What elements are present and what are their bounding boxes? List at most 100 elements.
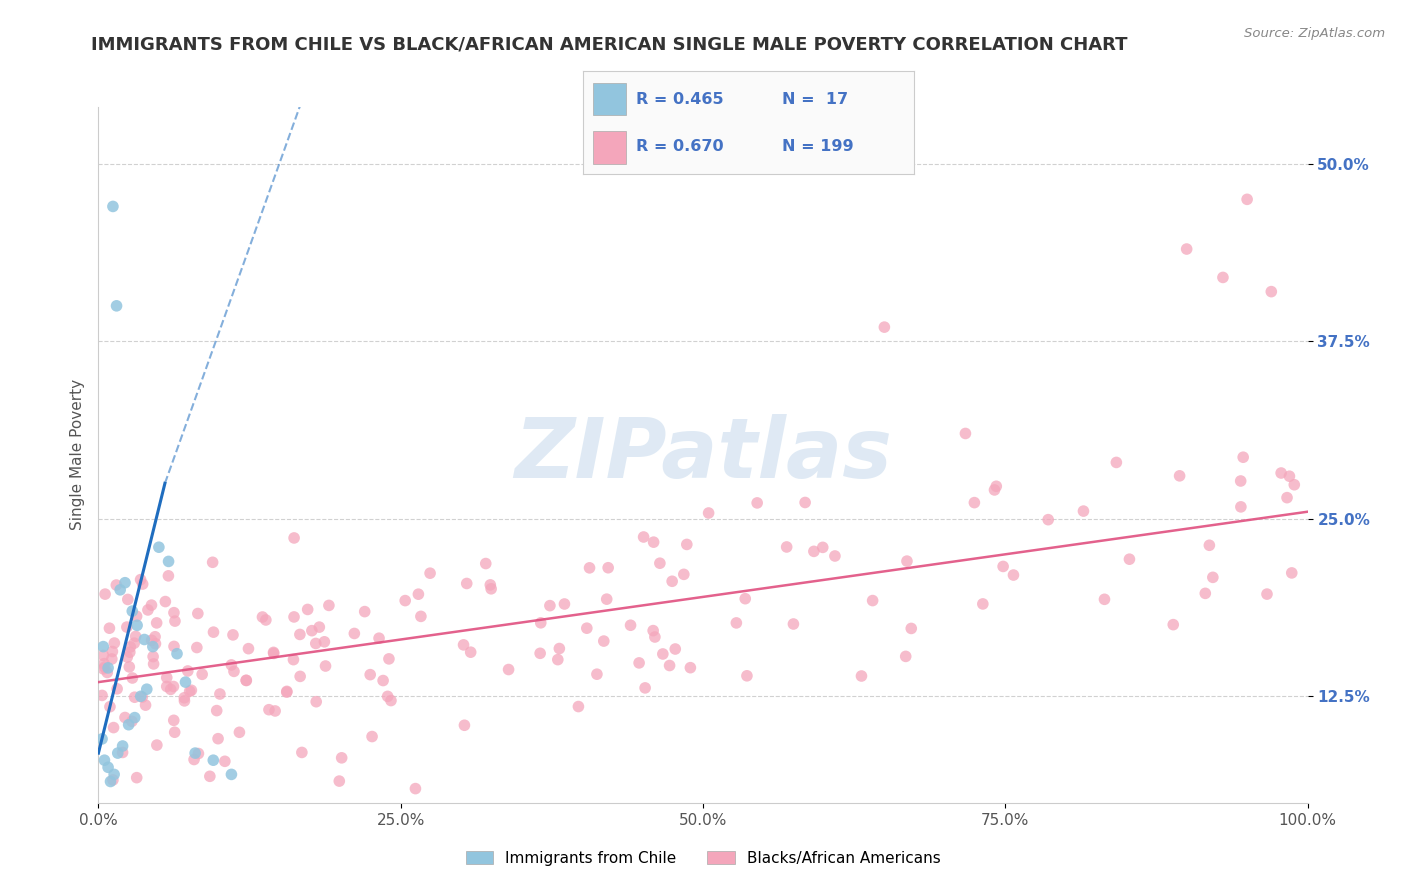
Point bbox=[159, 682, 181, 697]
Point bbox=[98, 699, 121, 714]
Point bbox=[276, 684, 298, 698]
Point bbox=[404, 781, 426, 796]
Point bbox=[1094, 592, 1116, 607]
Point bbox=[1002, 568, 1025, 582]
Point bbox=[118, 660, 141, 674]
Point bbox=[644, 630, 666, 644]
Point bbox=[129, 573, 152, 587]
Point bbox=[986, 479, 1008, 493]
Point bbox=[679, 661, 702, 675]
Point bbox=[361, 730, 384, 744]
Point bbox=[1105, 455, 1128, 469]
Point bbox=[598, 560, 620, 574]
Point bbox=[460, 645, 482, 659]
Point bbox=[725, 615, 748, 630]
Point bbox=[283, 610, 305, 624]
Point bbox=[408, 587, 430, 601]
Point bbox=[91, 662, 114, 676]
Point bbox=[222, 628, 245, 642]
Point bbox=[91, 731, 114, 746]
Point bbox=[145, 615, 167, 630]
Point bbox=[121, 604, 143, 618]
Point bbox=[578, 561, 600, 575]
Point bbox=[308, 620, 330, 634]
Point bbox=[264, 704, 287, 718]
Point bbox=[163, 714, 186, 728]
Point bbox=[94, 587, 117, 601]
Point bbox=[228, 725, 250, 739]
Point bbox=[359, 667, 381, 681]
Point bbox=[648, 556, 671, 570]
Point bbox=[98, 621, 121, 635]
Point bbox=[873, 320, 896, 334]
Point bbox=[174, 675, 197, 690]
Point bbox=[368, 631, 391, 645]
Point bbox=[121, 671, 143, 685]
Point bbox=[371, 673, 394, 688]
Point bbox=[117, 592, 139, 607]
Point bbox=[782, 617, 804, 632]
Point bbox=[207, 731, 229, 746]
Point bbox=[214, 754, 236, 768]
Point bbox=[972, 597, 994, 611]
Point bbox=[134, 632, 156, 647]
FancyBboxPatch shape bbox=[593, 83, 627, 115]
Point bbox=[1168, 468, 1191, 483]
Point bbox=[202, 625, 225, 640]
Point bbox=[628, 656, 651, 670]
Point bbox=[145, 637, 167, 651]
Point bbox=[108, 582, 131, 597]
Point bbox=[120, 640, 142, 654]
Point bbox=[198, 769, 221, 783]
Point bbox=[896, 554, 918, 568]
Point bbox=[548, 641, 571, 656]
Point bbox=[127, 618, 149, 632]
Point bbox=[983, 483, 1005, 497]
Point bbox=[103, 636, 125, 650]
Point bbox=[456, 576, 478, 591]
Point bbox=[173, 694, 195, 708]
Point bbox=[1073, 504, 1095, 518]
Point bbox=[141, 598, 163, 612]
Point bbox=[135, 698, 157, 713]
Point bbox=[394, 593, 416, 607]
Point bbox=[586, 667, 609, 681]
Point bbox=[479, 578, 502, 592]
Point bbox=[94, 660, 117, 674]
Point bbox=[301, 624, 323, 638]
Point bbox=[1198, 538, 1220, 552]
Point bbox=[91, 640, 114, 654]
Point bbox=[111, 739, 134, 753]
Point bbox=[643, 624, 665, 638]
Point bbox=[254, 613, 277, 627]
Point bbox=[156, 671, 179, 685]
Point bbox=[1275, 491, 1298, 505]
Point bbox=[222, 665, 245, 679]
Point bbox=[1230, 500, 1253, 514]
Point bbox=[553, 597, 575, 611]
Point bbox=[162, 680, 184, 694]
Point bbox=[547, 652, 569, 666]
Point bbox=[114, 575, 136, 590]
Point bbox=[283, 653, 305, 667]
Point bbox=[163, 606, 186, 620]
Point bbox=[1260, 285, 1282, 299]
Point bbox=[124, 710, 146, 724]
Text: IMMIGRANTS FROM CHILE VS BLACK/AFRICAN AMERICAN SINGLE MALE POVERTY CORRELATION : IMMIGRANTS FROM CHILE VS BLACK/AFRICAN A… bbox=[91, 36, 1128, 54]
Point bbox=[142, 640, 165, 654]
Point bbox=[318, 599, 340, 613]
Point bbox=[314, 635, 336, 649]
Point bbox=[276, 685, 298, 699]
Point bbox=[955, 426, 977, 441]
Point bbox=[453, 718, 475, 732]
Point bbox=[651, 647, 673, 661]
Point bbox=[283, 531, 305, 545]
Point bbox=[91, 689, 114, 703]
Point bbox=[105, 299, 128, 313]
Point bbox=[288, 669, 311, 683]
Point bbox=[201, 555, 224, 569]
Point bbox=[1278, 469, 1301, 483]
Point bbox=[643, 535, 665, 549]
FancyBboxPatch shape bbox=[593, 131, 627, 163]
Point bbox=[353, 605, 375, 619]
